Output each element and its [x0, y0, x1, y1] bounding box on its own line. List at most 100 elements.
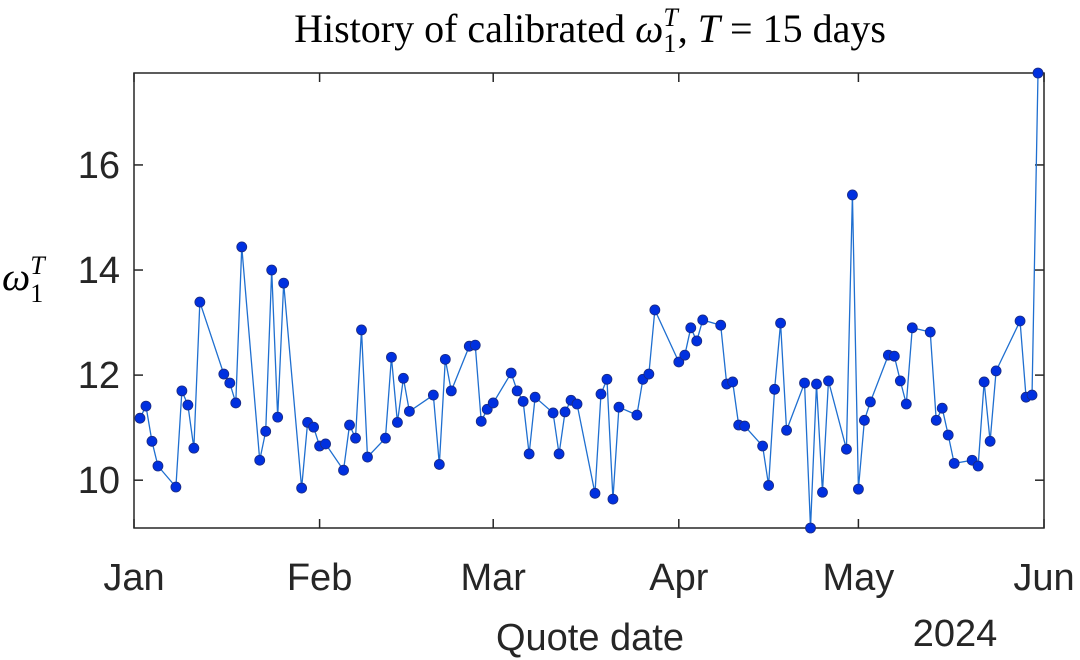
data-point — [254, 454, 266, 466]
data-point — [1026, 389, 1038, 401]
data-point — [847, 189, 858, 201]
data-point — [344, 419, 355, 431]
data-point — [948, 457, 960, 469]
data-point — [260, 425, 272, 437]
data-point — [403, 405, 415, 417]
plot-frame — [133, 72, 1045, 529]
data-point — [523, 448, 535, 460]
data-point — [930, 414, 942, 426]
title-symbol: T — [698, 6, 723, 51]
data-point — [146, 435, 158, 447]
data-point — [805, 522, 816, 534]
data-point — [613, 401, 625, 413]
data-point — [811, 378, 822, 390]
y-tick-label: 14 — [78, 250, 120, 292]
data-point — [691, 335, 703, 347]
title-text: = 15 days — [720, 6, 886, 51]
data-point — [900, 398, 912, 410]
data-point — [517, 395, 529, 407]
data-point — [236, 241, 248, 253]
data-point — [984, 435, 996, 447]
data-point — [697, 314, 709, 326]
x-tick-label: May — [823, 557, 895, 599]
title-text: , — [678, 6, 698, 51]
title-symbol: ω — [635, 6, 663, 51]
ylabel-symbol: ω — [2, 254, 30, 299]
data-point — [601, 373, 613, 385]
data-point — [469, 339, 481, 351]
data-point — [739, 420, 751, 432]
data-point — [487, 397, 499, 409]
title-text: History of calibrated — [294, 6, 635, 51]
data-point — [990, 365, 1002, 377]
data-point — [841, 443, 852, 455]
ylabel-subscript: 1 — [30, 279, 43, 308]
title-subscript: 1 — [663, 29, 676, 58]
data-point — [272, 411, 284, 423]
data-point — [308, 421, 320, 433]
title-superscript: T — [663, 3, 679, 32]
data-point — [362, 451, 373, 463]
data-point — [296, 482, 308, 494]
data-point — [475, 415, 487, 427]
data-point — [356, 324, 367, 336]
data-point — [445, 385, 457, 397]
x-tick-label: Apr — [649, 557, 708, 599]
data-point — [278, 277, 290, 289]
data-point — [553, 448, 565, 460]
year-annotation: 2024 — [913, 613, 998, 655]
data-point — [853, 483, 864, 495]
data-point — [727, 376, 739, 388]
data-point — [380, 432, 391, 444]
data-point — [817, 486, 828, 498]
chart-title: History of calibrated ω1T, T = 15 days — [294, 3, 886, 58]
data-point — [224, 377, 236, 389]
y-tick-label: 16 — [78, 145, 120, 187]
data-point — [894, 375, 906, 387]
y-tick-label: 10 — [78, 460, 120, 502]
data-point — [529, 391, 541, 403]
data-point — [1032, 67, 1044, 79]
data-point — [152, 460, 164, 472]
data-point — [188, 442, 200, 454]
data-point — [595, 388, 607, 400]
data-point — [781, 424, 792, 436]
data-point — [427, 389, 439, 401]
ylabel-superscript: T — [30, 251, 46, 280]
data-point — [769, 383, 780, 395]
data-point — [398, 372, 409, 384]
data-point — [194, 296, 206, 308]
data-point — [505, 367, 517, 379]
data-point — [763, 480, 775, 491]
data-point — [649, 304, 661, 316]
data-point — [685, 322, 697, 334]
data-point — [511, 385, 523, 397]
data-point — [176, 385, 188, 397]
x-tick-label: Jun — [1013, 557, 1074, 599]
data-point — [320, 438, 331, 450]
data-point — [679, 349, 691, 361]
x-tick-label: Jan — [103, 557, 164, 599]
data-point — [350, 432, 361, 444]
x-tick-label: Feb — [287, 557, 352, 599]
data-point — [936, 402, 948, 414]
data-point — [978, 376, 990, 388]
x-tick-label: Mar — [460, 557, 526, 599]
data-point — [134, 412, 146, 424]
data-point — [906, 322, 918, 334]
data-point — [218, 368, 230, 380]
data-point — [140, 400, 152, 412]
data-point — [972, 460, 984, 472]
data-point — [433, 459, 445, 470]
y-axis-label: ω1T — [2, 251, 46, 308]
data-point — [1014, 315, 1026, 327]
data-point — [338, 464, 349, 476]
data-point — [559, 406, 571, 418]
data-point — [631, 409, 643, 421]
data-point — [589, 487, 601, 499]
data-point — [673, 356, 685, 368]
data-point — [386, 351, 397, 363]
data-point — [607, 493, 619, 505]
